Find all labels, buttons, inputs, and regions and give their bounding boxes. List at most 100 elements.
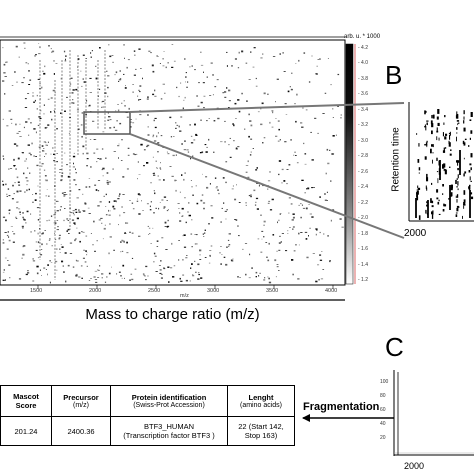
- panel-b-peak: [426, 201, 428, 204]
- heatmap-peak: [43, 267, 46, 269]
- heatmap-peak: [262, 142, 264, 144]
- panel-b-peak: [456, 127, 458, 130]
- panel-b-peak: [456, 207, 459, 212]
- heatmap-peak: [211, 217, 214, 219]
- heatmap-peak: [153, 261, 155, 263]
- heatmap-peak: [39, 269, 41, 271]
- heatmap-peak: [274, 259, 277, 262]
- heatmap-peak: [104, 224, 106, 226]
- heatmap-peak: [61, 246, 64, 248]
- colorbar-tick-label: - 2.4: [358, 184, 369, 191]
- heatmap-peak: [134, 268, 137, 270]
- heatmap-peak: [46, 220, 48, 222]
- heatmap-peak: [56, 220, 59, 221]
- heatmap-peak: [47, 98, 50, 100]
- heatmap-peak: [218, 192, 220, 195]
- heatmap-peak: [324, 92, 327, 94]
- heatmap-peak: [203, 71, 204, 73]
- heatmap-peak: [54, 232, 55, 234]
- heatmap-peak: [190, 158, 191, 160]
- heatmap-peak: [148, 50, 151, 52]
- panel-b-peak: [443, 122, 445, 125]
- heatmap-peak: [36, 108, 38, 110]
- heatmap-peak: [109, 127, 112, 129]
- heatmap-peak: [63, 195, 66, 197]
- heatmap-peak: [182, 259, 184, 261]
- heatmap-peak: [37, 219, 40, 221]
- heatmap-peak: [156, 240, 159, 242]
- panel-b-peak: [456, 132, 458, 134]
- heatmap-peak: [29, 79, 32, 81]
- heatmap-peak: [154, 117, 157, 119]
- heatmap-peak: [26, 189, 28, 192]
- heatmap-peak: [45, 269, 47, 270]
- heatmap-peak: [149, 205, 151, 208]
- heatmap-peak: [146, 98, 149, 100]
- panel-b-peak: [443, 147, 445, 151]
- heatmap-peak: [78, 209, 80, 211]
- heatmap-peak: [30, 231, 32, 233]
- heatmap-peak: [178, 125, 180, 128]
- heatmap-peak: [234, 219, 236, 220]
- heatmap-peak: [104, 92, 107, 94]
- heatmap-peak: [248, 277, 251, 279]
- heatmap-peak: [235, 118, 237, 119]
- heatmap-peak: [200, 119, 202, 121]
- heatmap-peak: [121, 277, 123, 279]
- heatmap-peak: [101, 273, 104, 275]
- heatmap-peak: [189, 280, 191, 282]
- panel-b-peak: [470, 130, 473, 134]
- heatmap-peak: [75, 172, 77, 174]
- heatmap-peak: [261, 230, 264, 232]
- heatmap-peak: [121, 250, 124, 252]
- heatmap-peak: [84, 261, 87, 263]
- heatmap-peak: [75, 168, 76, 170]
- heatmap-peak: [56, 269, 58, 271]
- heatmap-peak: [237, 146, 240, 148]
- heatmap-peak: [76, 273, 78, 276]
- heatmap-peak: [106, 276, 108, 278]
- panel-b-peak: [450, 149, 452, 151]
- heatmap-peak: [9, 277, 11, 279]
- panel-b-peak: [431, 115, 433, 119]
- heatmap-peak: [44, 127, 47, 129]
- heatmap-peak: [295, 155, 297, 156]
- heatmap-peak: [205, 151, 208, 153]
- heatmap-peak: [118, 271, 121, 273]
- heatmap-peak: [285, 250, 288, 252]
- heatmap-peak: [108, 181, 111, 183]
- heatmap-peak: [277, 140, 280, 142]
- heatmap-peak: [108, 252, 110, 255]
- heatmap-peak: [137, 193, 140, 195]
- panel-b-peak: [457, 188, 459, 191]
- heatmap-peak: [2, 80, 5, 82]
- panel-b-peak: [426, 140, 428, 143]
- heatmap-peak: [268, 242, 270, 245]
- heatmap-peak: [229, 137, 231, 139]
- protein-name: BTF3_HUMAN: [143, 422, 194, 431]
- heatmap-peak: [43, 113, 45, 115]
- heatmap-peak: [117, 109, 120, 112]
- heatmap-peak: [177, 203, 180, 204]
- panel-b-peak: [430, 120, 433, 125]
- heatmap-peak: [25, 62, 28, 64]
- heatmap-peak: [39, 83, 41, 84]
- heatmap-peak: [263, 220, 266, 223]
- heatmap-peak: [249, 194, 252, 196]
- heatmap-peak: [82, 145, 85, 148]
- heatmap-peak: [228, 245, 230, 247]
- heatmap-peak: [267, 276, 269, 278]
- heatmap-peak: [327, 235, 329, 237]
- heatmap-peak: [23, 245, 26, 247]
- heatmap-peak: [223, 256, 226, 258]
- heatmap-peak: [72, 266, 75, 268]
- heatmap-peak: [124, 57, 125, 59]
- heatmap-peak: [39, 117, 42, 119]
- panel-b-peak: [456, 111, 458, 116]
- heatmap-peak: [113, 151, 116, 152]
- heatmap-peak: [191, 246, 193, 248]
- heatmap-peak: [94, 139, 97, 140]
- heatmap-peak: [330, 219, 332, 222]
- heatmap-peak: [314, 117, 317, 119]
- heatmap-peak: [321, 251, 323, 252]
